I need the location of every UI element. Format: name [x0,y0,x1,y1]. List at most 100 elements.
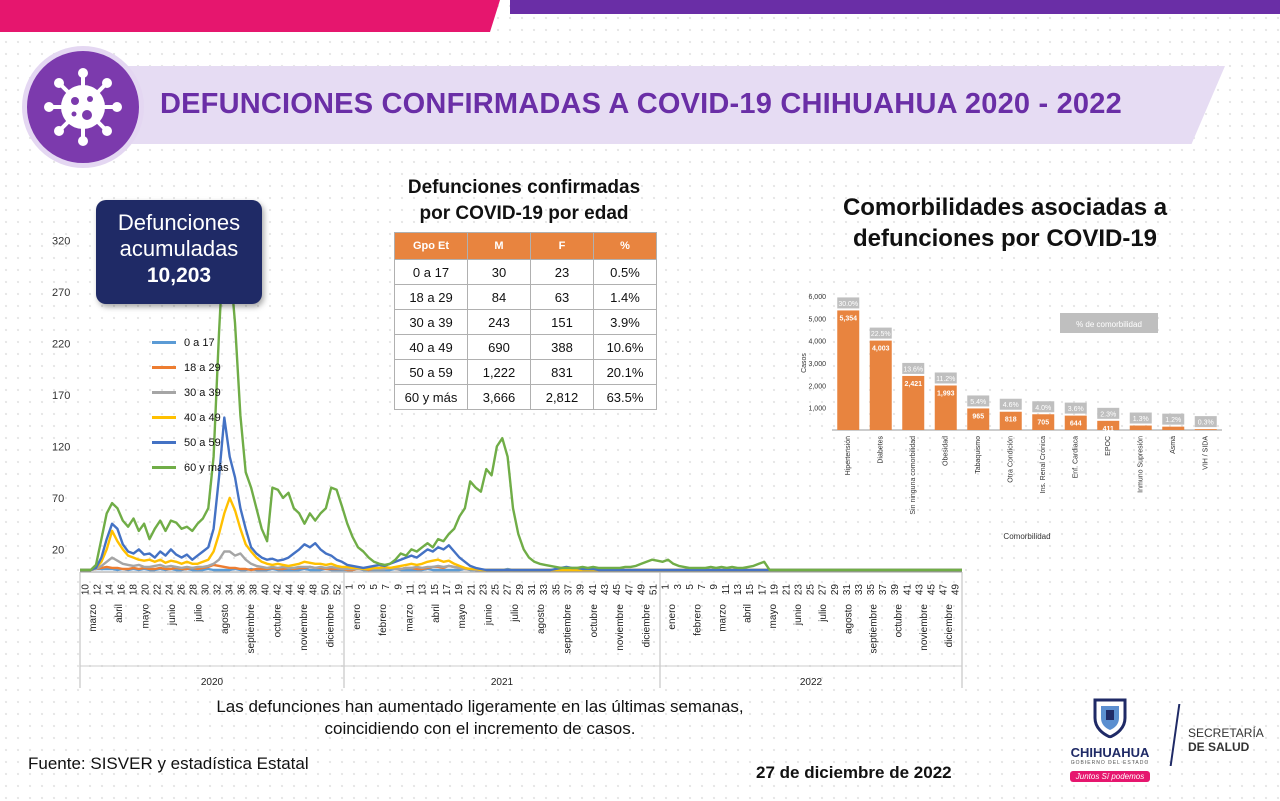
week-tick-label: 3 [673,584,684,590]
table-row: 18 a 29 84 63 1.4% [394,284,657,310]
week-tick-label: 49 [636,584,647,596]
bar-legend-box [1060,313,1158,333]
age-title-line1: Defunciones confirmadas [407,177,641,198]
week-tick-label: 15 [745,584,756,596]
percent-label: 1.3% [1133,416,1149,423]
week-tick-label: 27 [818,584,829,596]
cell: 20.1% [593,359,657,385]
week-tick-label: 26 [177,584,188,596]
y-tick-label: 270 [52,287,70,299]
week-tick-label: 29 [830,584,841,596]
week-tick-label: 17 [757,584,768,596]
percent-label-bg [869,327,892,339]
month-label: enero [667,604,678,630]
week-tick-label: 9 [393,584,404,590]
month-label: enero [352,604,363,630]
percent-label-bg [1129,412,1152,424]
month-label: diciembre [944,604,955,648]
week-tick-label: 35 [551,584,562,596]
year-label: 2020 [201,677,224,688]
value-label: 965 [972,413,984,420]
logo-slogan: Juntos Sí podemos [1069,771,1151,782]
month-label: octubre [589,604,600,638]
y-tick-label: 220 [52,338,70,350]
week-tick-label: 11 [721,584,732,595]
week-tick-label: 33 [539,584,550,596]
cell: 30 a 39 [394,309,468,335]
comorbidity-bar [934,385,957,430]
week-tick-label: 45 [926,584,937,596]
percent-label-bg [934,372,957,384]
week-tick-label: 1 [345,584,356,590]
legend-item: 30 a 39 [152,380,229,405]
month-label: febrero [692,604,703,636]
week-tick-label: 10 [81,584,92,596]
col-header-f: F [530,232,594,260]
acumuladas-box: Defunciones acumuladas 10,203 [96,200,262,304]
week-tick-label: 40 [261,584,272,596]
week-tick-label: 35 [866,584,877,596]
year-label: 2021 [491,677,514,688]
week-tick-label: 1 [661,584,672,590]
week-tick-label: 19 [454,584,465,596]
week-tick-label: 39 [890,584,901,596]
week-tick-label: 33 [854,584,865,596]
month-label: agosto [220,604,231,634]
comorbidity-bar [902,375,925,430]
month-label: junio [167,604,178,627]
week-tick-label: 18 [129,584,140,596]
cell: 23 [530,259,594,285]
month-label: mayo [457,604,468,629]
shield-icon [1093,698,1127,739]
bar-y-tick-label: 6,000 [808,294,826,301]
week-tick-label: 41 [588,584,599,596]
value-label: 705 [1037,419,1049,426]
top-accent-bar-pink [0,0,500,32]
week-tick-label: 37 [563,584,574,596]
page-title: DEFUNCIONES CONFIRMADAS A COVID-19 CHIHU… [160,88,1122,120]
cell: 10.6% [593,334,657,360]
cell: 30 [467,259,531,285]
legend-swatch [152,466,176,469]
week-tick-label: 23 [478,584,489,596]
week-tick-label: 5 [685,584,696,590]
week-tick-label: 21 [781,584,792,596]
legend-item: 0 a 17 [152,330,229,355]
percent-label: 13.6% [903,366,923,373]
cell: 151 [530,309,594,335]
acumuladas-label-2: acumuladas [119,236,239,261]
cell: 831 [530,359,594,385]
percent-label-bg [1064,402,1087,414]
cell: 2,812 [530,384,594,410]
year-label: 2022 [800,677,823,688]
table-row: 0 a 17 30 23 0.5% [394,259,657,285]
comorbidity-bar [999,411,1022,430]
week-tick-label: 46 [297,584,308,596]
month-label: agosto [843,604,854,634]
y-tick-label: 320 [52,235,70,247]
week-tick-label: 13 [418,584,429,596]
top-accent-bar-purple [510,0,1280,14]
legend-label: 0 a 17 [184,336,215,349]
bar-y-tick-label: 1,000 [808,406,826,413]
month-label: mayo [768,604,779,629]
legend-item: 60 y más [152,455,229,480]
percent-label: 1.2% [1165,417,1181,424]
value-label: 1,993 [937,390,955,397]
month-label: septiembre [869,604,880,654]
note-line1: Las defunciones han aumentado ligerament… [216,697,744,716]
cell: 40 a 49 [394,334,468,360]
week-tick-label: 27 [503,584,514,596]
secretaria-line1: SECRETARÍA [1188,726,1264,740]
week-tick-label: 34 [225,584,236,596]
comorbidity-bar [967,408,990,430]
week-tick-label: 19 [769,584,780,596]
month-label: noviembre [919,604,930,651]
value-label: 411 [1103,426,1114,433]
percent-label-bg [1162,413,1185,425]
percent-label: 4.6% [1003,402,1019,409]
bar-category-label: VIH / SIDA [1203,436,1210,470]
cell: 1.4% [593,284,657,310]
month-label: mayo [141,604,152,629]
col-header-m: M [467,232,531,260]
